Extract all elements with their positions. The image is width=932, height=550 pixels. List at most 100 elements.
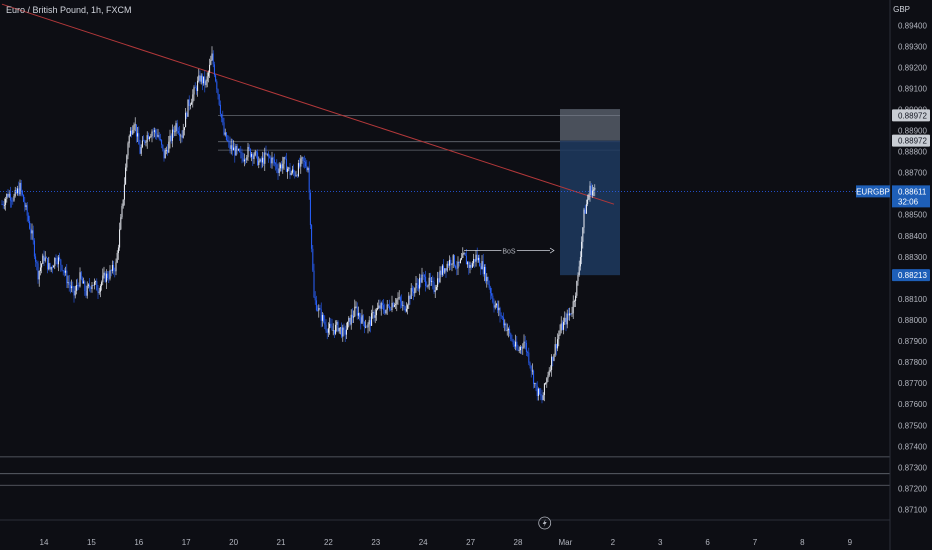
candle-body xyxy=(425,276,427,287)
candle-body xyxy=(25,205,27,207)
candle-body xyxy=(36,261,38,264)
candle-body xyxy=(581,241,583,258)
time-axis[interactable]: 14 15 16 17 20 21 22 23 24 27 28 Mar 2 3 6 7 8 9 xyxy=(0,516,890,547)
candle-body xyxy=(456,268,458,269)
candle-body xyxy=(357,313,359,316)
y-tick-label: 0.87700 xyxy=(898,379,927,388)
candle-body xyxy=(470,264,472,268)
candle-body xyxy=(14,190,16,196)
candle-body xyxy=(183,127,185,131)
candle-body xyxy=(551,356,553,370)
candle-body xyxy=(563,321,565,330)
x-tick-label: 2 xyxy=(611,538,616,547)
candle-body xyxy=(301,157,303,159)
candle-body xyxy=(128,136,130,144)
candle-body xyxy=(212,53,214,65)
candle-body xyxy=(326,330,328,333)
candle-body xyxy=(225,132,227,140)
candle-body xyxy=(79,272,81,287)
candle-body xyxy=(123,184,125,200)
candle-body xyxy=(121,206,123,218)
candle-body xyxy=(590,185,592,196)
y-tick-label: 0.88700 xyxy=(898,169,927,178)
candle-body xyxy=(305,161,307,167)
candle-body xyxy=(483,267,485,275)
y-tick-label: 0.87600 xyxy=(898,400,927,409)
candle-body xyxy=(317,310,319,312)
candle-body xyxy=(529,362,531,367)
x-tick-label: 20 xyxy=(229,538,238,547)
candle-body xyxy=(458,261,460,264)
candle-body xyxy=(285,158,287,172)
symbol-badge-text: EURGBP xyxy=(856,187,890,196)
candle-body xyxy=(177,131,179,134)
candle-body xyxy=(132,129,134,135)
bos-annotation-layer[interactable]: BoS xyxy=(464,247,555,257)
candle-body xyxy=(199,75,201,82)
candle-body xyxy=(312,248,314,271)
candle-body xyxy=(2,204,4,206)
candle-body xyxy=(392,302,394,307)
candle-body xyxy=(251,154,253,157)
candle-body xyxy=(53,266,55,268)
candle-body xyxy=(24,201,26,207)
candle-body xyxy=(511,339,513,341)
candle-body xyxy=(32,230,34,241)
x-tick-label: 9 xyxy=(848,538,853,547)
candle-body xyxy=(577,274,579,281)
candle-body xyxy=(368,320,370,325)
candle-body xyxy=(223,122,225,135)
candle-body xyxy=(307,168,309,171)
candle-body xyxy=(253,155,255,160)
candle-body xyxy=(245,159,247,161)
candle-body xyxy=(297,163,299,177)
candle-body xyxy=(566,313,568,325)
candle-body xyxy=(440,270,442,275)
candle-body xyxy=(437,278,439,288)
bos-arrowhead xyxy=(549,247,555,254)
y-tick-label: 0.87300 xyxy=(898,463,927,472)
candle-body xyxy=(593,189,595,191)
x-tick-label: 16 xyxy=(134,538,143,547)
candle-body xyxy=(188,99,190,106)
candle-body xyxy=(407,305,409,309)
candle-body xyxy=(541,395,543,401)
candle-body xyxy=(115,262,117,272)
candle-body xyxy=(267,153,269,157)
candle-body xyxy=(182,130,184,138)
candle-body xyxy=(270,157,272,164)
position-zone-layer[interactable] xyxy=(560,109,620,276)
candle-body xyxy=(60,259,62,266)
trendline-layer[interactable] xyxy=(1,3,615,205)
candle-body xyxy=(570,313,572,315)
x-tick-label: 7 xyxy=(753,538,758,547)
candle-body xyxy=(141,140,143,148)
candle-body xyxy=(72,286,74,288)
candle-body xyxy=(275,163,277,165)
candle-body xyxy=(543,383,545,396)
candle-body xyxy=(467,262,469,265)
candle-body xyxy=(410,288,412,299)
x-tick-label: 3 xyxy=(658,538,663,547)
x-tick-label: 8 xyxy=(800,538,805,547)
y-tick-label: 0.89100 xyxy=(898,84,927,93)
candle-body xyxy=(518,350,520,351)
candle-body xyxy=(5,198,7,205)
candle-body xyxy=(479,257,481,267)
candle-body xyxy=(501,316,503,318)
candle-body xyxy=(209,64,211,73)
candle-body xyxy=(277,169,279,174)
candle-body xyxy=(119,229,121,248)
candle-body xyxy=(73,286,75,296)
candle-body xyxy=(252,154,254,160)
candle-body xyxy=(459,259,461,264)
candle-body xyxy=(415,283,417,289)
candle-body xyxy=(375,309,377,316)
candle-body xyxy=(583,209,585,228)
candle-body xyxy=(215,75,217,82)
candle-body xyxy=(335,324,337,334)
price-label-text: 0.88972 xyxy=(898,111,927,120)
candle-body xyxy=(101,282,103,287)
